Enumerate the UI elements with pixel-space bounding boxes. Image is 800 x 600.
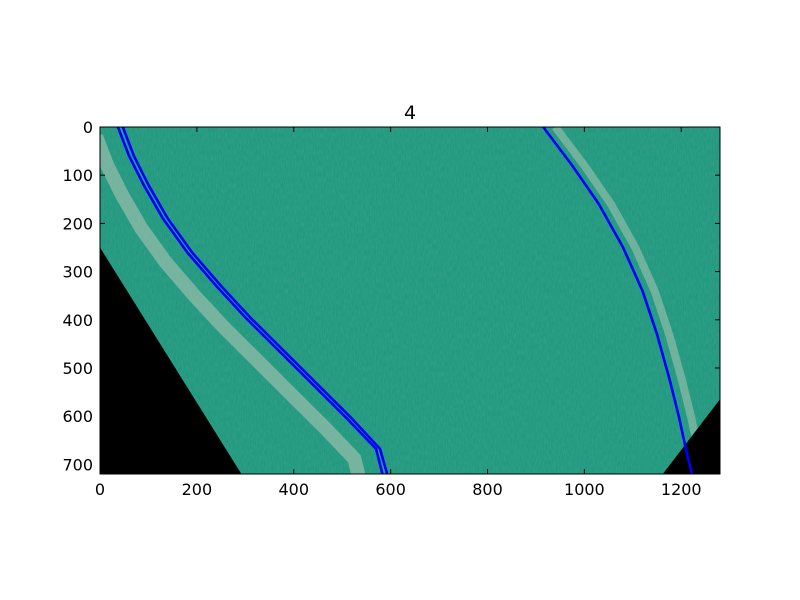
y-tick-label: 500 — [62, 359, 93, 378]
x-tick-label: 0 — [95, 480, 105, 499]
x-tick-label: 1000 — [564, 480, 605, 499]
chart-title: 4 — [404, 102, 416, 124]
series-line-lane-left-a — [116, 127, 384, 474]
x-tick-label: 600 — [375, 480, 406, 499]
y-tick-label: 300 — [62, 263, 93, 282]
y-tick-label: 400 — [62, 311, 93, 330]
series-line-lane-right — [542, 127, 694, 474]
x-tick-label: 800 — [472, 480, 503, 499]
worn-path-left — [100, 134, 366, 474]
mask-layer — [100, 247, 720, 474]
black-region-bottom-right — [662, 399, 720, 474]
y-tick-label: 700 — [62, 455, 93, 474]
y-tick-label: 600 — [62, 407, 93, 426]
y-tick-label: 0 — [83, 118, 93, 137]
series-layer — [116, 127, 694, 474]
black-region-bottom-left — [100, 247, 242, 474]
y-axis: 0 100 200 300 400 500 600 700 — [62, 118, 720, 474]
y-tick-label: 100 — [62, 166, 93, 185]
x-tick-label: 1200 — [661, 480, 702, 499]
axes-frame — [99, 126, 721, 475]
series-line-lane-left-b — [121, 127, 389, 474]
x-tick-label: 400 — [278, 480, 309, 499]
x-tick-label: 200 — [182, 480, 213, 499]
plot-area — [100, 127, 720, 474]
x-axis: 0 200 400 600 800 1000 1200 — [95, 127, 702, 499]
y-tick-label: 200 — [62, 214, 93, 233]
